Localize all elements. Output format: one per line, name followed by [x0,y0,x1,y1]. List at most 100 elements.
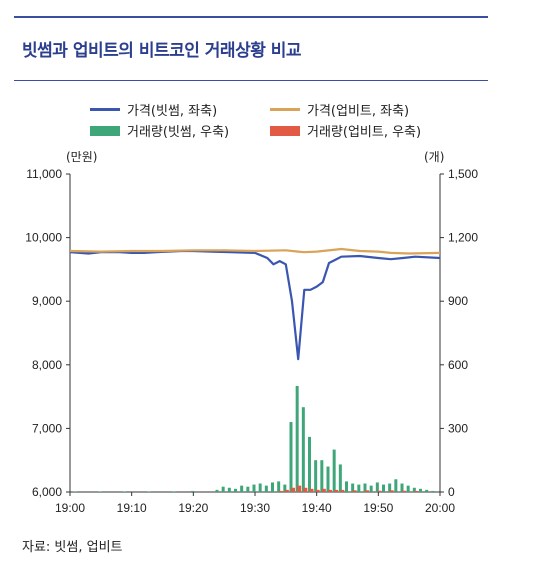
volume-bar-bithumb [338,464,342,492]
volume-bar-bithumb [246,486,250,492]
volume-bar-upbit [352,490,357,492]
price-line-bithumb [69,249,441,361]
volume-bar-upbit [303,487,308,492]
legend-label-price-bithumb: 가격(빗썸, 좌축) [127,104,218,119]
volume-bar-bithumb [431,490,435,492]
left-axis-unit: (만원) [66,150,98,164]
volume-bar-bithumb [345,481,348,492]
volume-bar-upbit [414,490,419,492]
top-rule [14,16,488,18]
legend-swatch-volume-bithumb [90,125,120,136]
volume-bar-bithumb [234,488,237,492]
volume-bar-upbit [389,490,394,492]
volume-bar-bithumb [351,483,355,492]
legend-item-volume-bithumb: 거래량(빗썸, 우축) [90,121,229,140]
volume-bar-bithumb [400,483,404,492]
volume-bar-bithumb [73,491,77,492]
volume-bar-bithumb [252,484,256,492]
volume-bar-bithumb [425,489,429,492]
x-tick-label: 19:40 [302,501,332,515]
right-tick-label: 600 [448,358,468,372]
source-note: 자료: 빗썸, 업비트 [22,540,123,555]
volume-bar-bithumb [363,483,367,492]
legend-item-price-bithumb: 가격(빗썸, 좌축) [90,100,217,119]
chart-plot: 6,000 7,000 8,000 9,000 10,000 11,000 0 300 600 9… [25,167,478,515]
left-tick-label: 7,000 [32,421,62,435]
x-tick-label: 20:00 [425,501,455,515]
volume-bar-bithumb [369,485,373,492]
volume-bar-upbit [340,489,345,492]
legend: 가격(빗썸, 좌축) 가격(업비트, 좌축) 거래량(빗썸, 우축) 거래량(업… [0,100,534,140]
volume-bar-bithumb [221,486,225,492]
right-tick-label: 300 [448,421,468,435]
volume-bar-bithumb [308,436,311,492]
volume-bar-upbit [365,490,369,492]
legend-item-volume-upbit: 거래량(업비트, 우축) [270,121,421,140]
volume-bar-upbit [377,490,382,492]
volume-bar-bithumb [382,484,385,492]
volume-bar-bithumb [406,485,410,492]
volume-bar-bithumb [332,449,336,492]
volume-bar-upbit [297,485,302,492]
legend-swatch-price-bithumb [90,108,120,111]
x-tick-label: 19:20 [178,501,208,515]
volume-bar-bithumb [215,489,219,492]
x-tick-label: 19:50 [363,501,393,515]
volume-bar-bithumb [301,407,305,492]
volume-bar-bithumb [394,479,398,492]
volume-bar-upbit [321,488,326,492]
left-tick-label: 8,000 [32,358,62,372]
right-tick-label: 1,200 [448,231,478,245]
volume-bar-bithumb [295,386,299,492]
right-tick-label: 900 [448,294,468,308]
left-tick-label: 6,000 [32,485,62,499]
volume-bar-bithumb [227,487,231,492]
volume-bar-bithumb [264,485,268,492]
chart-title: 빗썸과 업비트의 비트코인 거래상황 비교 [22,41,302,61]
legend-label-price-upbit: 가격(업비트, 좌축) [307,104,410,119]
volume-bar-bithumb [98,491,102,492]
volume-bar-bithumb [172,491,176,492]
volume-bar-bithumb [388,483,392,492]
legend-swatch-price-upbit [270,108,300,111]
volume-bar-bithumb [314,460,318,492]
title-rule [14,80,488,81]
volume-bar-upbit [328,489,332,492]
left-tick-label: 11,000 [26,167,62,181]
volume-bar-bithumb [412,487,416,492]
legend-label-volume-bithumb: 거래량(빗썸, 우축) [127,125,230,140]
volume-bar-upbit [284,489,289,492]
price-line-upbit [69,247,441,255]
volume-bar-bithumb [271,482,274,492]
legend-swatch-volume-upbit [270,125,300,136]
volume-bar-bithumb [283,484,287,492]
volume-bar-bithumb [375,482,379,492]
volume-bar-bithumb [240,485,244,492]
x-tick-label: 19:00 [55,501,85,515]
volume-bar-upbit [334,489,339,492]
left-tick-label: 9,000 [32,294,62,308]
volume-bar-upbit [278,490,283,492]
volume-bar-bithumb [326,466,330,492]
volume-bar-upbit [309,488,314,492]
right-axis-unit: (개) [424,150,445,164]
volume-bar-bithumb [123,491,126,492]
volume-bar-upbit [315,489,320,492]
volume-bar-bithumb [357,484,361,492]
x-tick-label: 19:10 [117,501,147,515]
volume-bar-bithumb [147,491,151,492]
volume-bar-bithumb [277,481,281,492]
volume-bar-bithumb [320,460,324,492]
left-tick-label: 10,000 [25,231,62,245]
volume-bar-upbit [402,490,406,492]
right-tick-label: 1,500 [448,167,478,181]
volume-bar-bithumb [289,422,293,492]
legend-item-price-upbit: 가격(업비트, 좌축) [270,100,409,119]
volume-bar-bithumb [258,483,262,492]
volume-bar-upbit [291,487,295,492]
x-tick-label: 19:30 [240,501,270,515]
volume-bar-bithumb [419,488,422,492]
legend-label-volume-upbit: 거래량(업비트, 우축) [307,125,422,140]
right-tick-label: 0 [448,485,455,499]
volume-bar-bithumb [190,490,194,492]
